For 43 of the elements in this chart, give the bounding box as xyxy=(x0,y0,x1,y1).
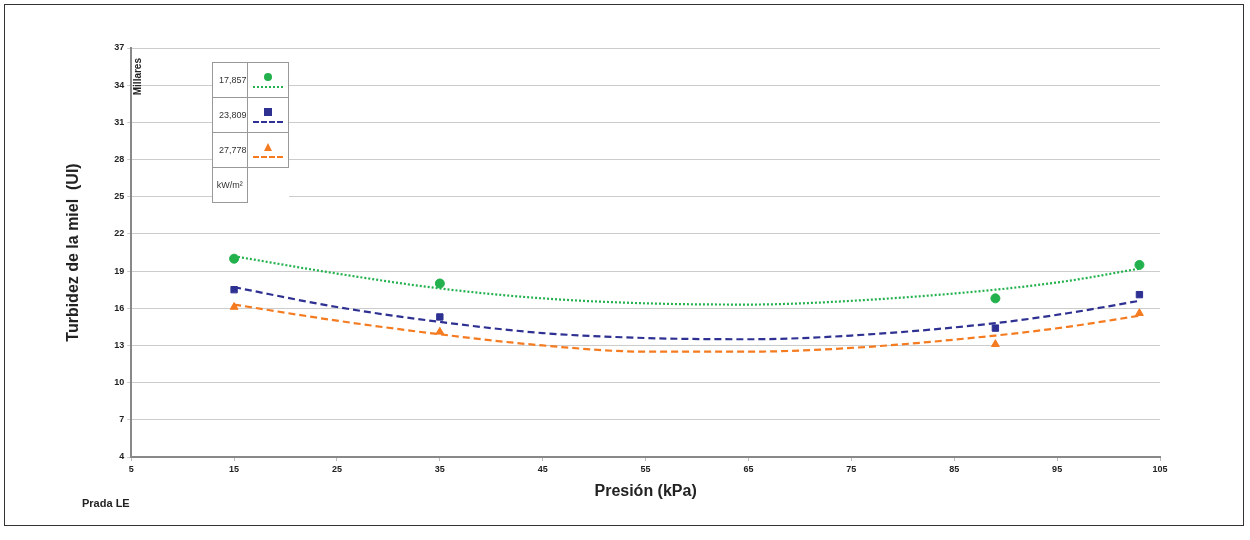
x-tick-label: 25 xyxy=(331,463,342,474)
annotation: Millares xyxy=(132,58,143,96)
y-tick-label: 13 xyxy=(114,339,125,350)
point xyxy=(434,278,445,289)
x-tick-label: 95 xyxy=(1052,463,1063,474)
point xyxy=(991,324,1000,332)
legend-label: 27,778 xyxy=(212,132,248,168)
y-tick-label: 10 xyxy=(114,377,125,388)
x-axis-title: Presión (kPa) xyxy=(594,481,697,499)
x-tick-label: 105 xyxy=(1152,463,1168,474)
legend-label: 17,857 xyxy=(212,62,248,98)
point xyxy=(1135,308,1144,316)
point xyxy=(435,326,445,335)
point xyxy=(991,339,1000,347)
x-tick-label: 75 xyxy=(846,463,857,474)
x-tick-label: 5 xyxy=(128,463,134,474)
x-tick-label: 65 xyxy=(743,463,754,474)
y-tick-label: 25 xyxy=(114,191,125,202)
point xyxy=(990,293,1001,304)
legend-title: kW/m² xyxy=(212,167,248,203)
y-tick-label: 31 xyxy=(114,116,125,127)
y-axis-title: Turbidez de la miel (UI) xyxy=(64,163,82,342)
point xyxy=(229,302,239,310)
point xyxy=(436,313,444,321)
y-tick-label: 19 xyxy=(114,265,125,276)
text: Prada LE xyxy=(82,497,130,509)
point xyxy=(229,253,240,264)
y-tick-label: 37 xyxy=(114,42,125,53)
point xyxy=(1135,290,1144,299)
x-tick-label: 55 xyxy=(640,463,651,474)
y-tick-label: 16 xyxy=(114,302,125,313)
x-tick-label: 45 xyxy=(537,463,548,474)
y-tick-label: 34 xyxy=(114,79,125,90)
legend-label: 23,809 xyxy=(212,97,248,133)
x-tick-label: 85 xyxy=(949,463,960,474)
y-tick-label: 22 xyxy=(114,228,125,239)
y-tick-label: 28 xyxy=(114,154,125,165)
x-tick-label: 15 xyxy=(229,463,240,474)
x-tick-label: 35 xyxy=(434,463,445,474)
y-tick-label: 4 xyxy=(119,451,125,462)
y-tick-label: 7 xyxy=(119,414,125,425)
point xyxy=(230,286,238,294)
point xyxy=(1134,259,1145,270)
